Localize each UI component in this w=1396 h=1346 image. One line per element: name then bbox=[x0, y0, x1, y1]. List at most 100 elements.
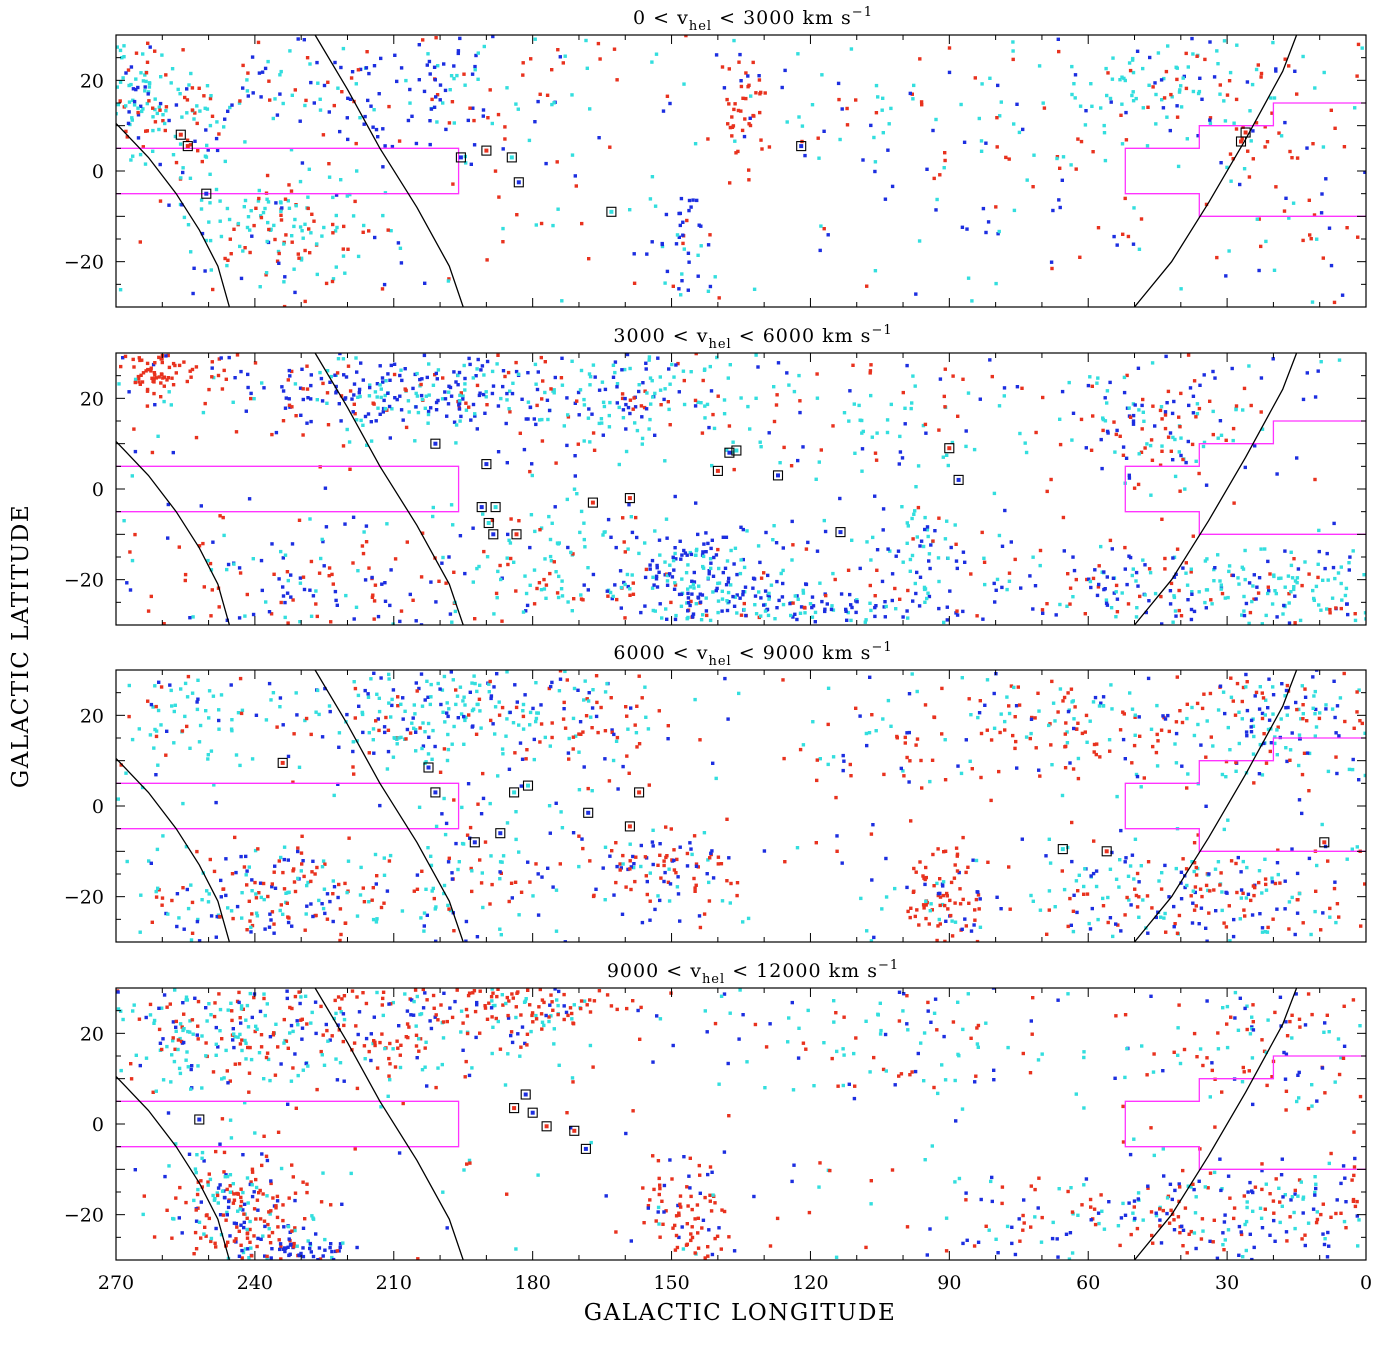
data-point bbox=[505, 86, 509, 90]
data-point bbox=[500, 860, 504, 864]
data-point bbox=[637, 742, 642, 746]
data-point bbox=[139, 373, 143, 377]
data-point bbox=[1003, 719, 1007, 724]
data-point bbox=[1108, 380, 1112, 385]
data-point bbox=[1264, 239, 1268, 244]
data-point bbox=[266, 200, 271, 204]
data-point bbox=[1141, 397, 1145, 402]
data-point bbox=[1118, 728, 1123, 732]
data-point bbox=[848, 389, 852, 393]
data-point bbox=[865, 284, 869, 288]
data-point bbox=[129, 1062, 133, 1066]
data-point bbox=[355, 914, 360, 918]
data-point bbox=[147, 99, 151, 103]
data-point bbox=[578, 530, 582, 535]
data-point bbox=[1240, 137, 1244, 141]
data-point bbox=[1126, 602, 1131, 606]
data-point bbox=[707, 899, 712, 903]
data-point bbox=[295, 713, 299, 717]
data-point bbox=[704, 550, 708, 554]
data-point bbox=[1056, 37, 1060, 41]
data-point bbox=[1083, 612, 1087, 616]
data-point bbox=[914, 743, 918, 747]
data-point bbox=[509, 556, 513, 561]
data-point bbox=[173, 1047, 177, 1051]
data-point bbox=[1204, 926, 1208, 930]
data-point bbox=[555, 591, 560, 595]
data-point bbox=[381, 165, 385, 169]
data-point bbox=[365, 443, 369, 447]
data-point bbox=[1132, 486, 1137, 490]
data-point bbox=[262, 996, 266, 1001]
data-point bbox=[391, 1000, 395, 1005]
data-point bbox=[346, 137, 350, 142]
data-point bbox=[379, 905, 384, 910]
data-point bbox=[1126, 874, 1131, 878]
data-point bbox=[1212, 579, 1216, 583]
data-point bbox=[376, 406, 380, 410]
data-point bbox=[973, 908, 977, 912]
data-point bbox=[219, 234, 224, 239]
data-point bbox=[1177, 913, 1182, 918]
data-point bbox=[454, 423, 459, 427]
data-point bbox=[914, 292, 918, 296]
data-point bbox=[410, 721, 414, 725]
data-point bbox=[658, 842, 662, 846]
data-point bbox=[1163, 863, 1167, 868]
data-point bbox=[972, 923, 976, 927]
data-point bbox=[563, 726, 568, 730]
data-point bbox=[493, 732, 497, 736]
data-point bbox=[521, 73, 525, 77]
data-point bbox=[493, 705, 498, 709]
data-point bbox=[1158, 408, 1163, 413]
data-point bbox=[461, 394, 465, 398]
data-point bbox=[475, 935, 480, 939]
data-point bbox=[1219, 871, 1223, 875]
data-point bbox=[429, 682, 433, 687]
data-point bbox=[372, 599, 377, 603]
data-point bbox=[910, 401, 914, 405]
data-point bbox=[281, 389, 286, 393]
data-point bbox=[672, 568, 676, 572]
data-point bbox=[524, 757, 528, 761]
data-point bbox=[461, 699, 465, 703]
data-point bbox=[582, 397, 586, 402]
data-point bbox=[961, 835, 965, 840]
data-point bbox=[434, 905, 438, 909]
data-point bbox=[924, 903, 928, 907]
data-point bbox=[576, 688, 580, 692]
data-point bbox=[404, 78, 408, 83]
data-point bbox=[320, 399, 325, 403]
data-point bbox=[290, 542, 295, 546]
data-point bbox=[1007, 865, 1011, 869]
data-point bbox=[1224, 438, 1228, 442]
data-point bbox=[1229, 695, 1234, 699]
data-point bbox=[674, 613, 678, 618]
panel-1: 0 < vhel < 3000 km s−1200−20 bbox=[64, 5, 1367, 308]
data-point bbox=[754, 396, 758, 400]
data-point bbox=[1166, 389, 1171, 394]
data-point bbox=[210, 588, 214, 592]
data-point bbox=[1247, 364, 1251, 368]
data-point bbox=[1070, 92, 1074, 97]
data-point bbox=[626, 405, 631, 410]
data-point bbox=[1204, 483, 1209, 487]
data-point bbox=[207, 387, 211, 392]
data-point bbox=[1236, 576, 1240, 580]
data-point bbox=[1165, 401, 1169, 405]
data-point bbox=[454, 441, 458, 445]
data-point bbox=[1109, 100, 1113, 104]
data-point bbox=[644, 874, 648, 878]
data-point bbox=[1251, 884, 1256, 888]
data-point bbox=[367, 900, 371, 904]
data-point bbox=[1133, 403, 1137, 407]
data-point bbox=[579, 368, 584, 373]
data-point bbox=[556, 207, 560, 211]
data-point bbox=[1131, 56, 1135, 61]
data-point bbox=[886, 547, 890, 551]
data-point bbox=[603, 530, 607, 534]
data-point bbox=[801, 588, 805, 593]
data-point bbox=[358, 394, 362, 399]
data-point bbox=[157, 1027, 162, 1032]
data-point bbox=[158, 162, 162, 167]
